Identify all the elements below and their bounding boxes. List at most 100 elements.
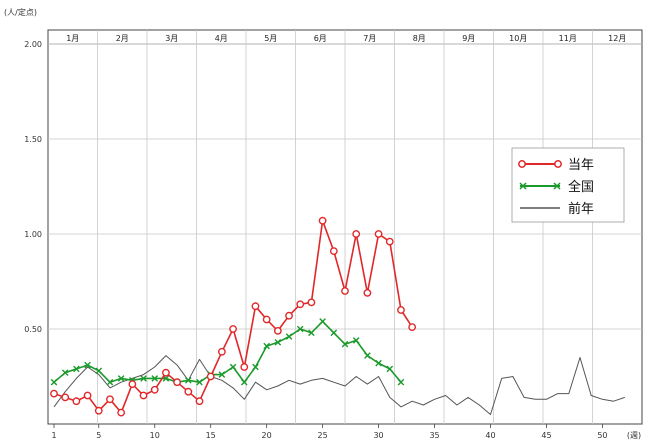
data-point-stroke: [229, 363, 237, 371]
month-label: 9月: [462, 34, 475, 43]
y-axis: 0.50 1.00 1.50 2.00: [24, 40, 642, 334]
x-tick-label: 1: [51, 431, 56, 440]
data-point: [117, 375, 125, 382]
legend-marker: [554, 160, 562, 168]
data-point: [195, 397, 204, 406]
month-label: 6月: [314, 34, 327, 43]
data-point: [352, 230, 361, 238]
data-point: [251, 302, 260, 311]
series-line-前年: [53, 355, 625, 415]
month-label: 7月: [363, 34, 376, 43]
x-tick-label: 35: [429, 431, 439, 440]
legend-label: 前年: [568, 201, 594, 217]
data-point: [50, 389, 58, 398]
data-point: [140, 375, 147, 382]
data-point: [106, 395, 114, 404]
data-point-stroke: [352, 337, 360, 344]
data-point: [274, 339, 282, 346]
data-point-stroke: [117, 375, 125, 382]
data-point: [240, 363, 249, 371]
x-unit-label: (週): [627, 431, 641, 440]
data-point: [296, 300, 305, 309]
data-point: [296, 325, 304, 333]
y-tick-label: 1.00: [24, 230, 42, 239]
month-label: 2月: [116, 34, 129, 43]
y-unit-label: (人/定点): [4, 7, 37, 17]
month-label: 3月: [165, 34, 178, 43]
x-tick-label: 50: [597, 431, 607, 440]
data-point: [95, 367, 103, 375]
data-point: [307, 298, 316, 307]
data-point: [341, 287, 349, 295]
data-point-stroke: [296, 325, 304, 333]
x-tick-label: 45: [541, 431, 551, 440]
data-point: [206, 372, 215, 381]
data-point: [252, 363, 259, 371]
data-point-stroke: [319, 318, 326, 325]
data-point: [72, 397, 81, 406]
data-point: [151, 375, 159, 382]
data-point: [196, 378, 203, 386]
data-point: [218, 371, 226, 378]
legend-marker: [553, 182, 561, 190]
x-tick-label: 10: [150, 431, 160, 440]
data-point-stroke: [397, 378, 405, 386]
data-point: [128, 380, 137, 388]
legend-label: 全国: [568, 179, 594, 195]
x-tick-label: 30: [373, 431, 383, 440]
data-point: [50, 378, 58, 386]
data-point: [240, 378, 248, 386]
data-point: [117, 408, 126, 417]
series-layer: [50, 216, 625, 417]
legend-marker: [519, 182, 527, 190]
data-point: [94, 406, 103, 415]
data-point-stroke: [140, 375, 147, 382]
data-point: [375, 359, 382, 367]
data-point-stroke: [252, 363, 259, 371]
data-point: [139, 391, 148, 400]
y-tick-label: 0.50: [24, 325, 42, 334]
data-point-stroke: [95, 367, 103, 375]
data-point-stroke: [61, 369, 69, 376]
data-point: [106, 378, 114, 386]
x-axis: 1 5 10 15 20 25 30 35 40 45 50 (週): [51, 424, 641, 440]
data-point-stroke: [84, 361, 91, 369]
month-label: 11月: [559, 34, 577, 43]
data-point-stroke: [218, 371, 226, 378]
data-point: [408, 323, 417, 331]
x-tick-label: 40: [485, 431, 495, 440]
data-point: [385, 237, 394, 246]
data-point-stroke: [162, 375, 170, 382]
data-point: [363, 288, 372, 297]
y-tick-label: 1.50: [24, 135, 42, 144]
x-tick-label: 15: [206, 431, 216, 440]
month-label: 10月: [509, 34, 527, 43]
month-label: 4月: [215, 34, 228, 43]
data-point: [173, 378, 182, 387]
data-point: [217, 347, 226, 356]
data-point-stroke: [73, 365, 80, 373]
data-point: [73, 365, 80, 373]
data-point: [318, 216, 327, 225]
legend-label: 当年: [568, 158, 594, 173]
legend-marker: [518, 160, 526, 168]
data-point: [285, 311, 293, 320]
data-point: [397, 306, 405, 314]
x-tick-label: 20: [262, 431, 272, 440]
y-tick-label: 2.00: [24, 40, 42, 49]
data-point: [262, 315, 271, 324]
data-point-stroke: [386, 365, 394, 373]
data-point: [352, 337, 360, 344]
data-point: [285, 333, 293, 340]
data-point-stroke: [274, 339, 282, 346]
data-point: [150, 385, 159, 394]
data-point-stroke: [240, 378, 248, 386]
data-point: [364, 352, 371, 359]
data-point: [273, 326, 282, 335]
data-point-stroke: [151, 375, 159, 382]
data-point: [229, 325, 237, 333]
data-point-stroke: [263, 342, 270, 350]
x-tick-label: 5: [96, 431, 101, 440]
data-point-stroke: [308, 329, 315, 337]
